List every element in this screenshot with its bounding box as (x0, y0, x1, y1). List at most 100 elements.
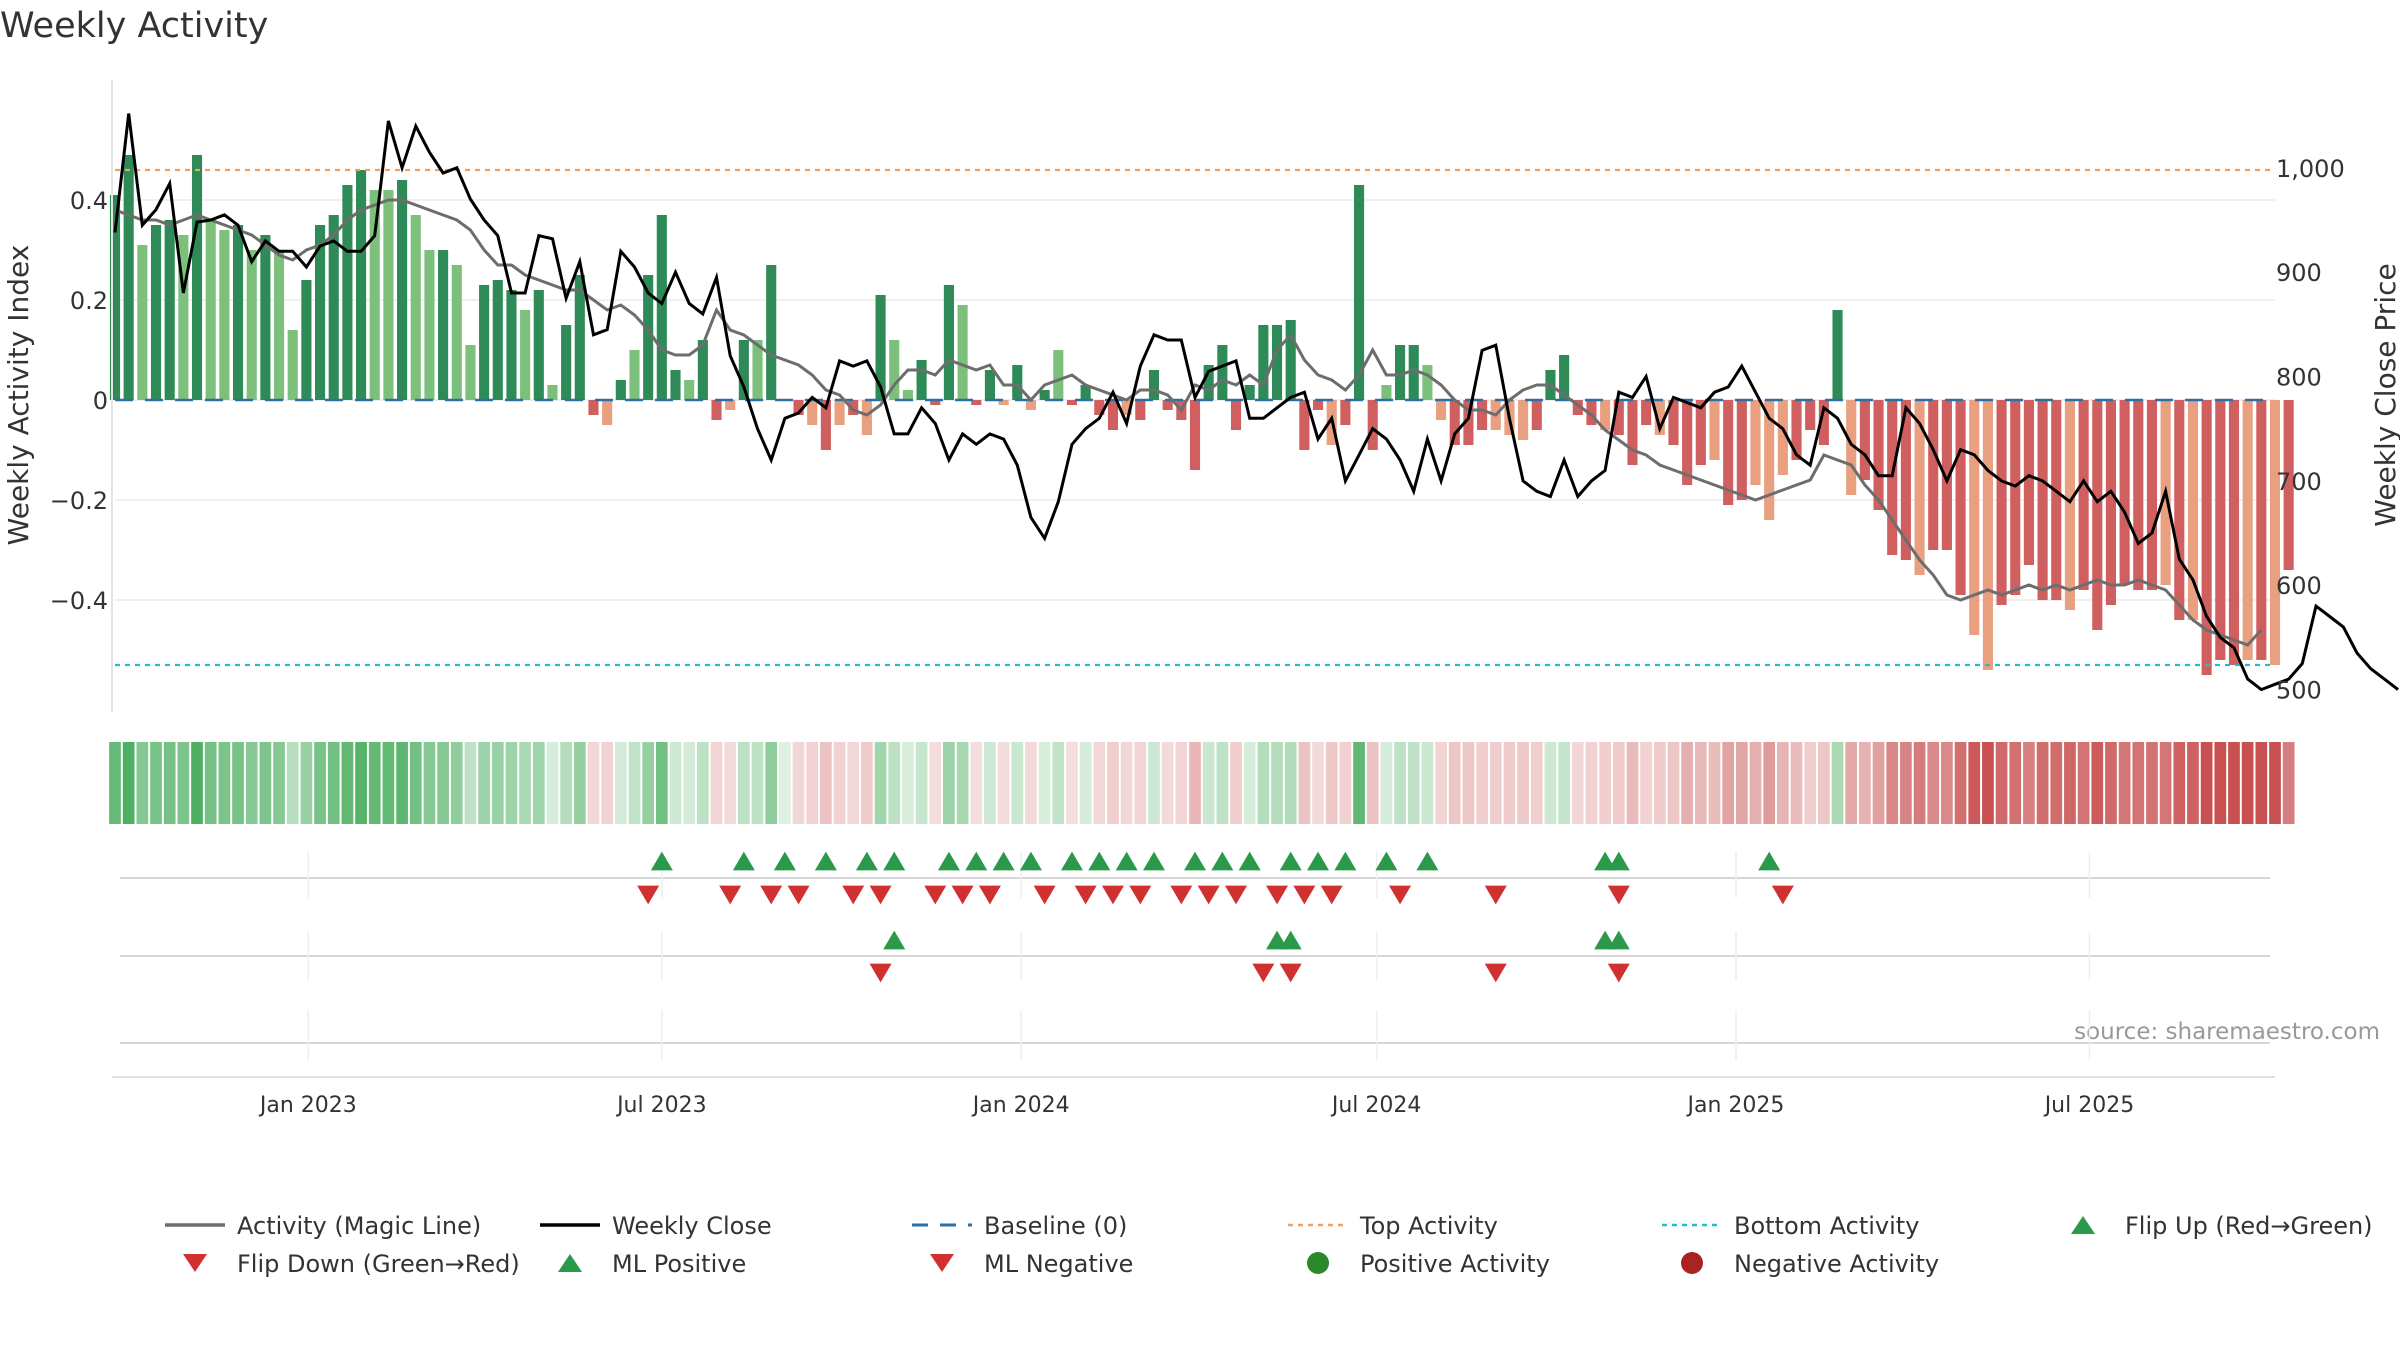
strip-cell (1735, 742, 1748, 824)
strip-cell (314, 742, 326, 824)
flip-up-marker (1019, 851, 1042, 871)
activity-bar (1805, 400, 1816, 430)
activity-bar (1518, 400, 1529, 440)
activity-bar (752, 340, 763, 400)
strip-cell (1776, 742, 1789, 824)
strip-cell (1216, 742, 1229, 824)
activity-bar (1080, 385, 1091, 400)
strip-cell (1517, 742, 1529, 824)
activity-bar (2133, 400, 2144, 590)
strip-cell (122, 742, 135, 824)
legend-label: Negative Activity (1734, 1250, 1939, 1278)
strip-cell (655, 742, 668, 824)
activity-bar (2051, 400, 2062, 600)
flip-down-marker (1074, 885, 1097, 905)
strip-cell (1941, 742, 1953, 824)
legend-label: Baseline (0) (984, 1212, 1127, 1240)
activity-bar (1053, 350, 1064, 400)
flip-up-marker (1416, 851, 1439, 871)
activity-bar (697, 340, 708, 400)
strip-cell (1093, 742, 1106, 824)
y2-axis-label: Weekly Close Price (2369, 263, 2400, 526)
x-tick-label: Jul 2025 (2043, 1093, 2135, 1118)
activity-bar (2228, 400, 2240, 665)
activity-bar (1203, 365, 1214, 400)
strip-cell (1489, 742, 1502, 824)
ml-negative-marker (1484, 963, 1507, 983)
activity-bar (957, 305, 968, 400)
activity-bar (1121, 400, 1132, 415)
flip-down-marker (978, 885, 1001, 905)
strip-cell (874, 742, 887, 824)
y-tick-label: −0.4 (50, 587, 108, 615)
flip-down-marker (1033, 885, 1056, 905)
strip-cell (1790, 742, 1803, 824)
activity-bar (1791, 400, 1802, 460)
legend-label: ML Positive (612, 1250, 746, 1278)
strip-cell (1476, 742, 1488, 824)
activity-bar (1682, 400, 1693, 485)
strip-cell (560, 742, 572, 824)
flip-up-marker (1142, 851, 1165, 871)
activity-bar (150, 225, 162, 400)
flip-down-marker (1129, 885, 1152, 905)
y2-tick-label: 700 (2276, 468, 2322, 496)
strip-cell (1913, 742, 1926, 824)
activity-bar (219, 230, 230, 400)
strip-cell (915, 742, 928, 824)
strip-cell (177, 742, 190, 824)
flip-down-marker (1101, 885, 1124, 905)
activity-bar (1654, 400, 1665, 435)
strip-cell (109, 742, 121, 824)
activity-bar (902, 390, 913, 400)
flip-up-marker (773, 851, 796, 871)
flip-up-marker (965, 851, 988, 871)
strip-cell (683, 742, 696, 824)
strip-cell (1353, 742, 1365, 824)
strip-cell (2091, 742, 2104, 824)
ml-positive-marker (1279, 930, 1302, 950)
activity-bar (2092, 400, 2103, 630)
activity-bar (301, 280, 312, 400)
strip-cell (779, 742, 791, 824)
strip-cell (1435, 742, 1447, 824)
strip-cell (1025, 742, 1037, 824)
legend-label: ML Negative (984, 1250, 1133, 1278)
strip-cell (2173, 742, 2186, 824)
x-tick-label: Jan 2024 (971, 1093, 1070, 1118)
strip-cell (1120, 742, 1133, 824)
activity-bar (1586, 400, 1597, 425)
activity-bar (916, 360, 927, 400)
activity-bar (260, 235, 271, 400)
activity-bar (369, 190, 380, 400)
strip-cell (820, 742, 832, 824)
activity-bar (1969, 400, 1980, 635)
strip-cell (2077, 742, 2090, 824)
strip-cell (1325, 742, 1338, 824)
strip-cell (1284, 742, 1297, 824)
activity-bar (1436, 400, 1447, 420)
strip-cell (1052, 742, 1065, 824)
strip-cell (1134, 742, 1147, 824)
x-tick-label: Jul 2023 (615, 1093, 707, 1118)
activity-bar (1846, 400, 1857, 495)
flip-up-marker (1758, 851, 1781, 871)
activity-bar (2078, 400, 2089, 590)
activity-bar (1230, 400, 1242, 430)
strip-cell (1161, 742, 1174, 824)
activity-bar (615, 380, 626, 400)
legend: Activity (Magic Line) Weekly Close Baselin… (165, 1212, 2373, 1278)
strip-cell (1202, 742, 1215, 824)
legend-label: Positive Activity (1360, 1250, 1550, 1278)
flip-down-marker (1607, 885, 1630, 905)
flip-up-marker (1211, 851, 1234, 871)
flip-up-marker (937, 851, 960, 871)
activity-bar (1887, 400, 1898, 555)
ml-negative-marker (1607, 963, 1630, 983)
source-text: source: sharemaestro.com (2074, 1019, 2380, 1045)
strip-cell (2159, 742, 2172, 824)
strip-cell (218, 742, 231, 824)
activity-bar (1353, 185, 1365, 400)
activity-bar (1381, 385, 1392, 400)
